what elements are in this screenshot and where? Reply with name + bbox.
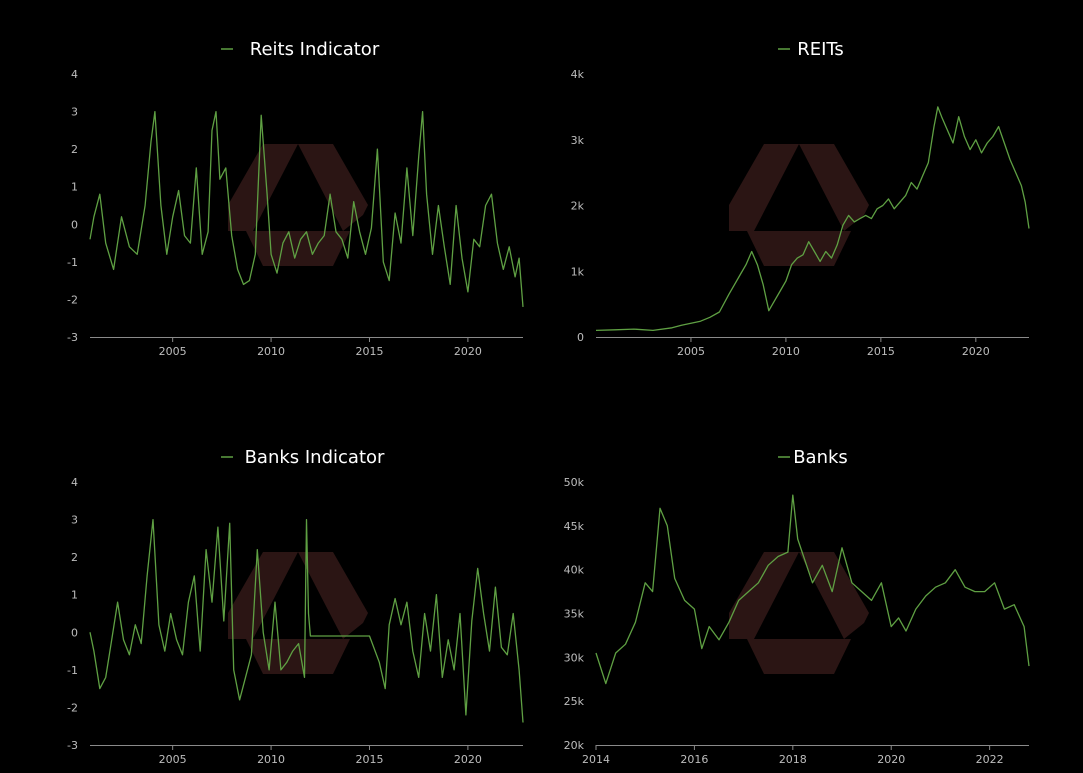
y-tick-label: 2 (71, 143, 78, 156)
y-tick-label: -3 (67, 739, 78, 752)
hexagon-logo-watermark-icon (228, 552, 368, 674)
chart-panel-1: Reits Indicator 4 3 2 1 0 -1 -2 -3 2005 2010 2015 20… (67, 39, 524, 358)
x-tick-label: 2005 (159, 753, 187, 766)
watermark-piece (729, 144, 799, 231)
x-tick-label: 2015 (355, 345, 383, 358)
chart-panel-4: Banks 20k 25k 30k 35k 40k 45k 50k 2014 2016 2018 20… (564, 447, 1030, 766)
chart-panel-2: REITs 0 1k 2k 3k 4k 2005 2010 2015 2020 (571, 39, 1030, 358)
watermark-piece (298, 144, 368, 231)
x-tick-label: 2014 (582, 753, 610, 766)
watermark-piece (799, 552, 869, 639)
y-tick-label: 2 (71, 551, 78, 564)
watermark-piece (799, 144, 869, 231)
y-tick-label: 3 (71, 514, 78, 527)
y-tick-label: 2k (571, 200, 585, 213)
watermark-piece (228, 552, 298, 639)
y-tick-label: 0 (71, 218, 78, 231)
x-tick-label: 2020 (962, 345, 990, 358)
x-tick-label: 2020 (454, 345, 482, 358)
watermark-piece (747, 639, 851, 674)
chart-title: REITs (797, 39, 844, 60)
y-tick-label: -2 (67, 293, 78, 306)
x-tick-label: 2022 (976, 753, 1004, 766)
y-tick-label: 4k (571, 68, 585, 81)
y-tick-label: 0 (577, 331, 584, 344)
y-tick-label: 3 (71, 106, 78, 119)
y-tick-label: 1 (71, 181, 78, 194)
series-line (595, 494, 1030, 685)
y-tick-label: 4 (71, 68, 78, 81)
chart-title: Banks Indicator (245, 447, 385, 468)
y-tick-label: 30k (564, 651, 585, 664)
x-tick-label: 2015 (867, 345, 895, 358)
y-tick-label: 25k (564, 695, 585, 708)
y-tick-label: -3 (67, 331, 78, 344)
x-tick-label: 2020 (877, 753, 905, 766)
y-tick-label: 3k (571, 134, 585, 147)
series-line (595, 106, 1030, 332)
y-tick-label: 1k (571, 265, 585, 278)
chart-panel-3: Banks Indicator 4 3 2 1 0 -1 -2 -3 2005 2010 2015 20… (67, 447, 524, 766)
x-tick-label: 2015 (355, 753, 383, 766)
hexagon-logo-watermark-icon (729, 144, 869, 266)
watermark-piece (729, 552, 799, 639)
y-tick-label: 35k (564, 608, 585, 621)
y-tick-label: -2 (67, 701, 78, 714)
chart-title: Banks (793, 447, 848, 468)
y-tick-label: 45k (564, 520, 585, 533)
x-tick-label: 2020 (454, 753, 482, 766)
y-tick-label: 20k (564, 739, 585, 752)
watermark-piece (747, 231, 851, 266)
y-tick-label: -1 (67, 664, 78, 677)
chart-title: Reits Indicator (250, 39, 380, 60)
y-tick-label: 50k (564, 476, 585, 489)
x-tick-label: 2018 (779, 753, 807, 766)
series-line (89, 110, 524, 307)
y-tick-label: -1 (67, 256, 78, 269)
x-tick-label: 2016 (680, 753, 708, 766)
y-tick-label: 1 (71, 589, 78, 602)
watermark-piece (246, 639, 350, 674)
y-tick-label: 0 (71, 626, 78, 639)
x-tick-label: 2005 (159, 345, 187, 358)
y-tick-label: 4 (71, 476, 78, 489)
x-tick-label: 2010 (772, 345, 800, 358)
x-tick-label: 2005 (677, 345, 705, 358)
y-tick-label: 40k (564, 564, 585, 577)
watermark-piece (298, 552, 368, 639)
x-tick-label: 2010 (257, 345, 285, 358)
x-tick-label: 2010 (257, 753, 285, 766)
watermark-piece (228, 144, 298, 231)
series-line (89, 518, 524, 723)
hexagon-logo-watermark-icon (729, 552, 869, 674)
